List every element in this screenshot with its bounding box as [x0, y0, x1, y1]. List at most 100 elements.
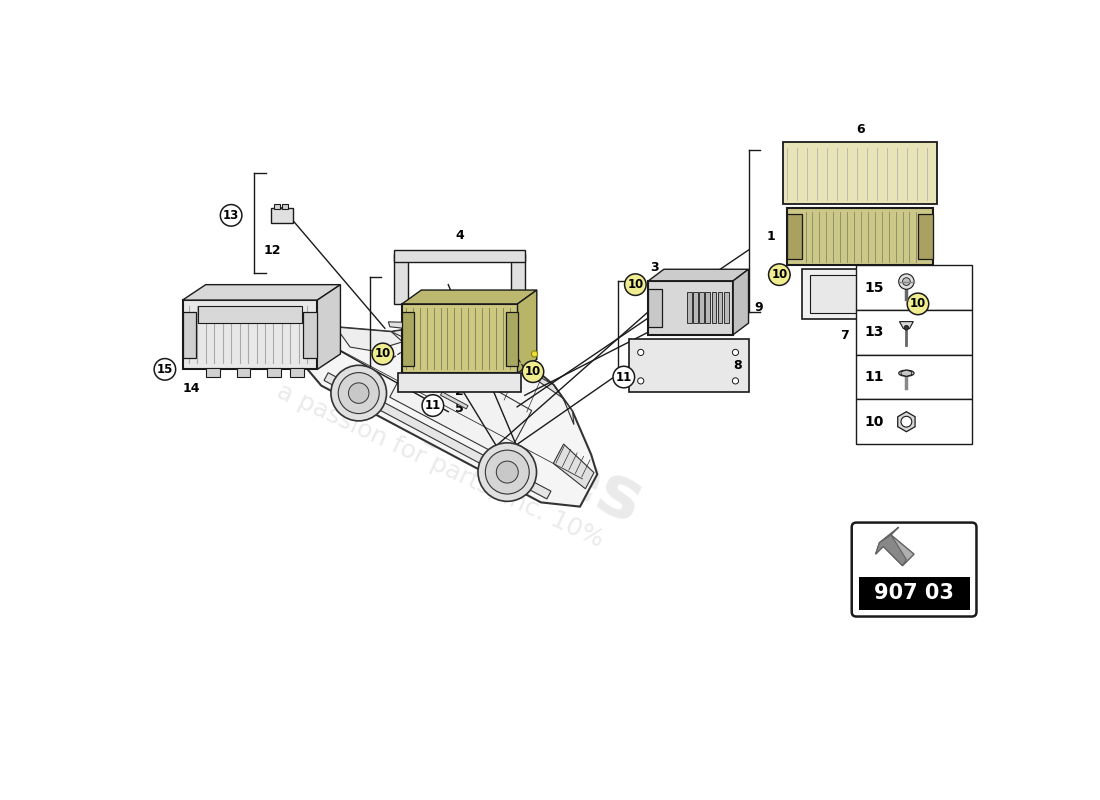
Bar: [183, 300, 318, 370]
Circle shape: [331, 366, 386, 421]
Text: 15: 15: [865, 281, 883, 294]
Circle shape: [733, 378, 738, 384]
Bar: [856, 266, 972, 310]
Circle shape: [338, 373, 379, 414]
Circle shape: [613, 366, 635, 388]
Polygon shape: [440, 392, 467, 409]
Text: 2: 2: [455, 385, 464, 398]
Bar: [512, 254, 526, 304]
Text: 10: 10: [375, 347, 390, 361]
Text: a passion for parts, inc. 10%: a passion for parts, inc. 10%: [274, 379, 607, 552]
Polygon shape: [733, 270, 749, 334]
Polygon shape: [389, 346, 531, 459]
Bar: [788, 214, 803, 259]
Circle shape: [638, 350, 644, 355]
Circle shape: [531, 351, 538, 357]
Circle shape: [908, 293, 928, 314]
Bar: [304, 312, 318, 358]
Circle shape: [485, 450, 529, 494]
Bar: [783, 142, 937, 204]
Bar: [403, 304, 517, 373]
Text: 11: 11: [425, 399, 441, 412]
Text: 6: 6: [856, 123, 865, 136]
Circle shape: [220, 205, 242, 226]
Polygon shape: [876, 535, 906, 566]
Polygon shape: [324, 373, 551, 499]
Bar: [705, 292, 711, 323]
Bar: [700, 292, 704, 323]
Text: 11: 11: [865, 370, 883, 384]
Polygon shape: [296, 323, 597, 506]
Text: 7: 7: [840, 329, 849, 342]
Text: 13: 13: [865, 326, 883, 339]
Bar: [267, 368, 282, 377]
Text: 4: 4: [455, 230, 464, 242]
Polygon shape: [318, 285, 341, 370]
Polygon shape: [388, 322, 406, 329]
Text: 10: 10: [865, 414, 883, 429]
Circle shape: [478, 443, 537, 502]
Polygon shape: [876, 527, 914, 566]
Bar: [712, 292, 716, 323]
Polygon shape: [649, 270, 749, 281]
Bar: [274, 204, 280, 209]
Circle shape: [422, 394, 443, 416]
Polygon shape: [898, 412, 915, 432]
Text: 907 03: 907 03: [874, 583, 954, 603]
Ellipse shape: [899, 370, 914, 376]
Circle shape: [733, 350, 738, 355]
Polygon shape: [900, 322, 913, 329]
Text: 13: 13: [223, 209, 239, 222]
Text: 3: 3: [650, 262, 659, 274]
Polygon shape: [901, 370, 912, 376]
Circle shape: [899, 274, 914, 290]
Polygon shape: [183, 285, 341, 300]
Bar: [395, 250, 526, 262]
Bar: [198, 306, 301, 323]
Bar: [859, 578, 969, 610]
Text: 1: 1: [767, 230, 775, 243]
Text: 12: 12: [264, 243, 280, 257]
Circle shape: [638, 378, 644, 384]
Polygon shape: [336, 327, 403, 351]
Bar: [506, 312, 517, 366]
Text: 11: 11: [616, 370, 631, 383]
Bar: [398, 373, 521, 393]
Text: 14: 14: [183, 382, 200, 395]
Bar: [290, 368, 305, 377]
Bar: [856, 399, 972, 444]
Bar: [810, 274, 880, 313]
Circle shape: [522, 361, 543, 382]
Text: 15: 15: [156, 363, 173, 376]
Polygon shape: [392, 323, 466, 344]
Text: 9: 9: [755, 302, 763, 314]
Bar: [856, 310, 972, 354]
Text: 10: 10: [771, 268, 788, 281]
FancyBboxPatch shape: [851, 522, 977, 617]
Bar: [856, 354, 972, 399]
Bar: [236, 368, 251, 377]
Circle shape: [901, 416, 912, 427]
Circle shape: [154, 358, 176, 380]
Bar: [686, 292, 692, 323]
Polygon shape: [553, 385, 574, 425]
Text: 8: 8: [733, 359, 741, 372]
Bar: [788, 208, 934, 266]
Polygon shape: [553, 444, 594, 489]
Bar: [649, 289, 662, 327]
Bar: [724, 292, 728, 323]
Bar: [693, 292, 697, 323]
Text: 10: 10: [525, 365, 541, 378]
Circle shape: [496, 461, 518, 483]
Bar: [803, 270, 888, 319]
Bar: [271, 208, 293, 223]
Circle shape: [625, 274, 646, 295]
Bar: [403, 312, 414, 366]
Polygon shape: [446, 323, 563, 398]
Text: 10: 10: [627, 278, 644, 291]
Bar: [717, 292, 723, 323]
Bar: [282, 204, 288, 209]
Polygon shape: [517, 290, 537, 373]
Circle shape: [372, 343, 394, 365]
Text: 5: 5: [455, 402, 464, 414]
